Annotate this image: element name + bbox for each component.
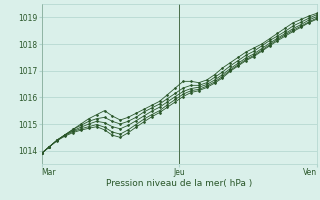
X-axis label: Pression niveau de la mer( hPa ): Pression niveau de la mer( hPa ) <box>106 179 252 188</box>
